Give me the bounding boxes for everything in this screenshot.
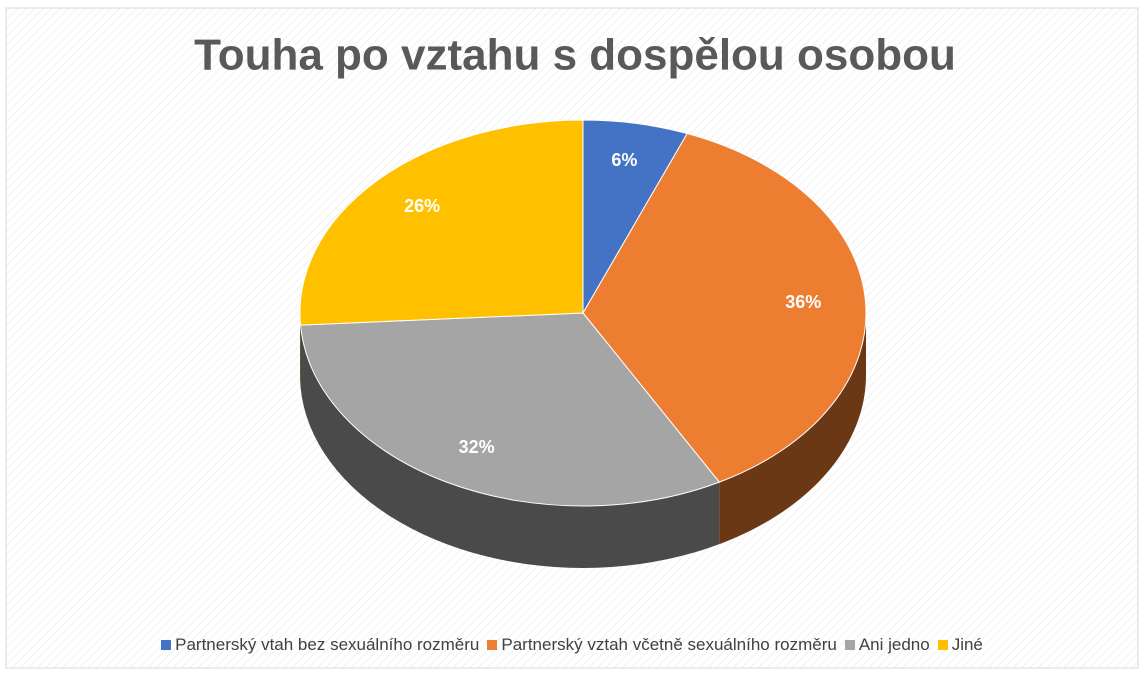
slice bbox=[299, 119, 584, 326]
legend-swatch bbox=[487, 640, 498, 650]
data-label: 6% bbox=[611, 150, 637, 170]
legend-label: Partnerský vtah bez sexuálního rozměru bbox=[175, 635, 480, 654]
legend-swatch bbox=[161, 640, 172, 650]
legend-item: Partnerský vtah bez sexuálního rozměru bbox=[161, 635, 479, 655]
slice bbox=[582, 132, 867, 483]
slice bbox=[300, 312, 721, 507]
data-label: 26% bbox=[404, 196, 440, 216]
legend-label: Ani jedno bbox=[858, 635, 930, 654]
legend-swatch bbox=[844, 640, 855, 650]
legend-label: Partnerský vztah včetně sexuálního rozmě… bbox=[501, 635, 837, 654]
data-label: 32% bbox=[459, 437, 495, 457]
slice-side bbox=[300, 313, 301, 388]
data-label: 36% bbox=[785, 292, 821, 312]
legend-label: Jiné bbox=[951, 635, 983, 654]
slice-side bbox=[300, 325, 720, 568]
chart-title: Touha po vztahu s dospělou osobou bbox=[194, 31, 956, 80]
legend-item: Partnerský vztah včetně sexuálního rozmě… bbox=[487, 635, 837, 655]
legend: Partnerský vtah bez sexuálního rozměru Pa… bbox=[0, 635, 1144, 655]
legend-item: Jiné bbox=[937, 635, 983, 655]
legend-swatch bbox=[937, 640, 948, 650]
slice-side bbox=[719, 313, 866, 545]
legend-item: Ani jedno bbox=[844, 635, 930, 655]
